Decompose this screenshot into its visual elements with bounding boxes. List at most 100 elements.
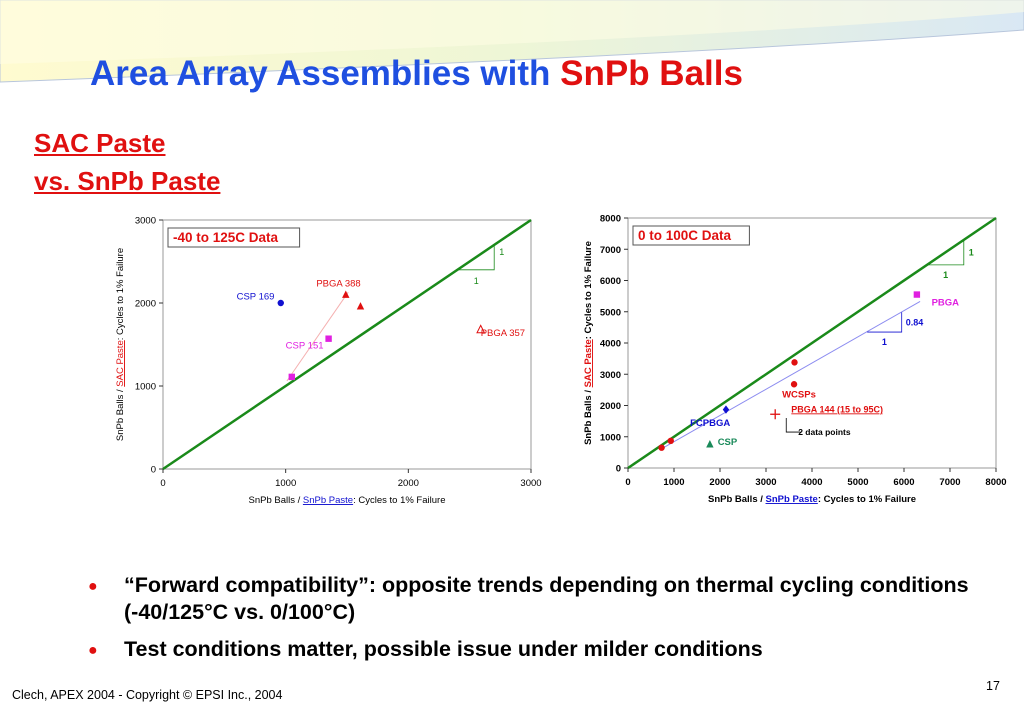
bullet-text: “Forward compatibility”: opposite trends… bbox=[124, 573, 969, 624]
y-tick-label: 0 bbox=[616, 464, 621, 475]
page-title: Area Array Assemblies with SnPb Balls bbox=[90, 54, 743, 94]
y-tick-label: 7000 bbox=[600, 245, 621, 256]
x-axis-label: SnPb Balls / SnPb Paste: Cycles to 1% Fa… bbox=[249, 495, 446, 506]
data-point bbox=[325, 335, 332, 342]
slope-label-rise: 1 bbox=[499, 247, 504, 257]
data-point bbox=[791, 359, 798, 366]
y-tick-label: 0 bbox=[151, 465, 156, 476]
series-label-csp-169: CSP 169 bbox=[237, 292, 275, 303]
slope-label-run: 1 bbox=[943, 270, 948, 280]
x-tick-label: 4000 bbox=[801, 477, 822, 488]
series-label-csp: CSP bbox=[718, 437, 738, 448]
y-tick-label: 1000 bbox=[135, 382, 156, 393]
data-point bbox=[288, 373, 295, 381]
x-tick-label: 8000 bbox=[985, 477, 1006, 488]
data-point bbox=[667, 437, 674, 445]
slope-label-rise: 1 bbox=[969, 247, 974, 257]
y-axis-label-link: SAC Paste bbox=[583, 339, 594, 387]
data-point bbox=[277, 299, 284, 307]
slope-triangle bbox=[457, 244, 495, 271]
y-tick-label: 2000 bbox=[600, 401, 621, 412]
trend-slope-label-run: 1 bbox=[882, 337, 887, 347]
chart-title-frame bbox=[167, 227, 301, 248]
y-tick-label: 3000 bbox=[135, 216, 156, 227]
y-tick-label: 1000 bbox=[600, 432, 621, 443]
slope-triangle bbox=[927, 239, 965, 266]
y-axis-label-suffix: : Cycles to 1% Failure bbox=[583, 241, 594, 339]
x-axis-label-prefix: SnPb Balls / bbox=[708, 494, 766, 505]
x-axis-label-link: SnPb Paste bbox=[303, 495, 353, 506]
series-label-pbga-388: PBGA 388 bbox=[316, 278, 360, 289]
x-tick-label: 3000 bbox=[755, 477, 776, 488]
trend-slope-triangle bbox=[867, 312, 903, 333]
chart-title-box: -40 to 125C Data bbox=[167, 227, 301, 248]
x-tick-label: 3000 bbox=[520, 478, 541, 489]
subtitle-line-2: vs. SnPb Paste bbox=[34, 166, 221, 196]
data-point bbox=[476, 324, 486, 334]
x-tick-label: 6000 bbox=[893, 477, 914, 488]
chart-title-frame bbox=[632, 225, 750, 246]
title-part-1: Area Array Assemblies with bbox=[90, 54, 551, 93]
y-axis-label: SnPb Balls / SAC Paste: Cycles to 1% Fai… bbox=[583, 241, 594, 445]
chart-0-to-100c: 0 1000 2000 3000 4000 5000 6000 7000 8000 0 1000 20… bbox=[583, 214, 1007, 506]
data-point bbox=[342, 290, 350, 298]
title-part-2: SnPb Balls bbox=[560, 54, 743, 93]
x-axis-label-suffix: : Cycles to 1% Failure bbox=[353, 495, 445, 506]
chart-title-box: 0 to 100C Data bbox=[632, 225, 750, 246]
page-number: 17 bbox=[986, 679, 1000, 693]
x-tick-label: 2000 bbox=[709, 477, 730, 488]
data-point bbox=[722, 405, 730, 414]
footer-copyright: Clech, APEX 2004 - Copyright © EPSI Inc.… bbox=[12, 688, 283, 702]
x-tick-label: 0 bbox=[625, 477, 630, 488]
y-axis-label: SnPb Balls / SAC Paste: Cycles to 1% Fai… bbox=[115, 248, 126, 441]
x-axis-label-link: SnPb Paste bbox=[766, 494, 818, 505]
series-label-pbga-144: PBGA 144 (15 to 95C) bbox=[791, 404, 883, 414]
chart-title: 0 to 100C Data bbox=[638, 228, 732, 243]
x-tick-label: 2000 bbox=[398, 478, 419, 489]
y-tick-label: 6000 bbox=[600, 276, 621, 287]
trend-slope-label-rise: 0.84 bbox=[906, 317, 924, 327]
y-axis-label-link: SAC Paste bbox=[115, 340, 126, 386]
bullet-list: ● “Forward compatibility”: opposite tren… bbox=[88, 572, 988, 673]
trend-line bbox=[286, 291, 349, 382]
chart-title: -40 to 125C Data bbox=[173, 230, 279, 245]
x-tick-label: 7000 bbox=[939, 477, 960, 488]
annotation-arrow bbox=[785, 418, 801, 433]
x-tick-label: 5000 bbox=[847, 477, 868, 488]
slope-label-run: 1 bbox=[474, 276, 479, 286]
one-to-one-line bbox=[162, 218, 532, 471]
x-tick-label: 1000 bbox=[275, 478, 296, 489]
data-point bbox=[913, 291, 921, 298]
y-tick-label: 8000 bbox=[600, 214, 621, 225]
x-axis-label-prefix: SnPb Balls / bbox=[249, 495, 303, 506]
chart-minus40-to-125c: 0 1000 2000 3000 0 1000 2000 3000 SnPb Balls / S… bbox=[115, 216, 542, 507]
bullet-dot-icon: ● bbox=[88, 642, 98, 659]
series-label-wcsps: WCSPs bbox=[782, 390, 816, 401]
annotation-label: 2 data points bbox=[798, 427, 851, 437]
data-point bbox=[790, 381, 798, 388]
series-label-pbga: PBGA bbox=[932, 298, 960, 309]
x-tick-label: 0 bbox=[160, 478, 165, 489]
bullet-text: Test conditions matter, possible issue u… bbox=[124, 637, 763, 661]
data-point bbox=[356, 302, 365, 310]
y-tick-label: 2000 bbox=[135, 299, 156, 310]
series-label-pbga-357: PBGA 357 bbox=[481, 328, 525, 339]
y-axis-label-suffix: : Cycles to 1% Failure bbox=[115, 248, 126, 340]
series-label-fcpbga: FCPBGA bbox=[690, 418, 730, 429]
y-tick-label: 5000 bbox=[600, 307, 621, 318]
y-axis-label-prefix: SnPb Balls / bbox=[115, 387, 126, 441]
x-axis-label-suffix: : Cycles to 1% Failure bbox=[818, 494, 916, 505]
y-tick-label: 4000 bbox=[600, 339, 621, 350]
series-label-csp-151: CSP 151 bbox=[286, 341, 324, 352]
bullet-dot-icon: ● bbox=[88, 578, 98, 595]
one-to-one-line bbox=[627, 216, 997, 470]
bullet-item: ● “Forward compatibility”: opposite tren… bbox=[88, 572, 988, 626]
y-tick-label: 3000 bbox=[600, 370, 621, 381]
data-point bbox=[658, 444, 665, 451]
bullet-item: ● Test conditions matter, possible issue… bbox=[88, 636, 988, 663]
trend-line bbox=[659, 301, 921, 450]
data-point bbox=[706, 440, 714, 448]
y-axis-label-prefix: SnPb Balls / bbox=[583, 387, 594, 445]
subtitle-line-1: SAC Paste bbox=[34, 128, 166, 158]
x-axis-label: SnPb Balls / SnPb Paste: Cycles to 1% Fa… bbox=[708, 494, 916, 505]
